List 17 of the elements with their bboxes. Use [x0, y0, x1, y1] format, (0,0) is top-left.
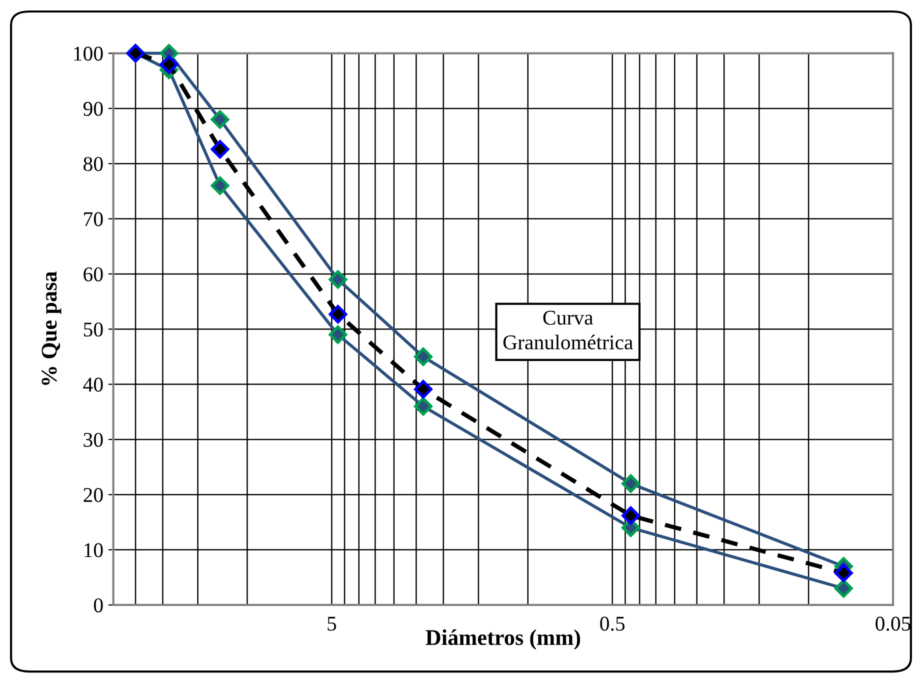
y-tick-label: 60 — [84, 267, 103, 282]
y-tick-label: 50 — [84, 322, 103, 337]
y-tick-label: 90 — [83, 102, 103, 116]
x-axis-title: Diámetros (mm) — [426, 629, 580, 650]
y-tick-label: 0 — [94, 598, 103, 612]
annotation: Curva Granulométrica — [503, 310, 633, 350]
x-tick-label: 5 — [328, 616, 336, 631]
y-tick-label: 10 — [84, 543, 103, 558]
x-tick-label: 0.5 — [600, 616, 625, 631]
y-tick-label: 20 — [84, 488, 103, 502]
x-tick-label: 0.05 — [876, 616, 910, 631]
y-tick-label: 100 — [74, 46, 103, 61]
y-tick-label: 70 — [84, 212, 103, 226]
y-tick-label: 80 — [84, 156, 103, 172]
y-axis-title: % Que pasa — [42, 271, 62, 385]
y-tick-label: 40 — [83, 378, 103, 392]
y-tick-label: 30 — [84, 432, 103, 447]
